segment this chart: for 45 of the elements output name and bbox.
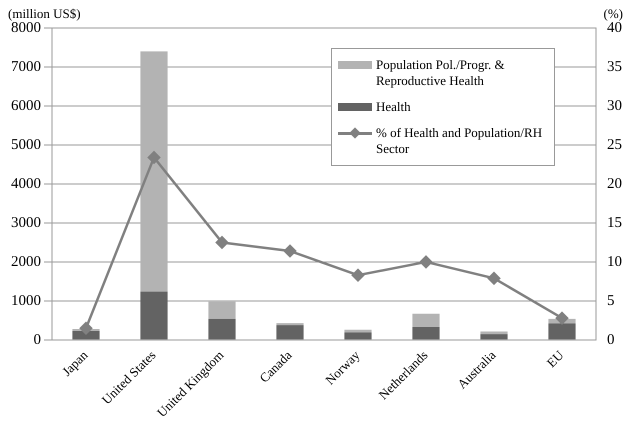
y-tick-label: 3000 — [11, 214, 41, 231]
y-tick-label: 6000 — [11, 98, 41, 114]
point — [284, 244, 296, 258]
y2-tick-label: 15 — [607, 214, 622, 231]
bar — [208, 318, 236, 340]
point — [80, 322, 92, 334]
bar — [548, 324, 576, 340]
bar — [480, 332, 508, 334]
y2-tick-label: 20 — [607, 176, 622, 192]
bar — [140, 51, 168, 292]
x-tick-label: EU — [544, 346, 567, 370]
bar — [208, 302, 236, 319]
y2-tick-label: 5 — [607, 292, 614, 309]
y2-tick-label: 10 — [607, 254, 622, 270]
y2-axis-title: (%) — [604, 6, 623, 21]
bar — [344, 332, 372, 340]
point — [216, 236, 228, 249]
point — [556, 312, 568, 324]
y-tick-label: 7000 — [11, 58, 41, 75]
point — [148, 151, 160, 164]
y-tick-label: 0 — [34, 332, 41, 348]
bar — [276, 325, 304, 340]
y-tick-label: 2000 — [11, 254, 41, 270]
bar — [72, 330, 100, 340]
y2-tick-label: 30 — [607, 98, 622, 114]
bar — [412, 327, 440, 340]
y-tick-label: 1000 — [11, 292, 41, 309]
y-tick-label: 4000 — [11, 176, 41, 192]
legend-label: Population Pol./Progr. & Reproductive Health — [376, 57, 506, 89]
y2-tick-label: 35 — [607, 58, 622, 75]
y2-tick-label: 0 — [607, 332, 614, 348]
bar — [480, 334, 508, 340]
point — [352, 268, 364, 282]
y2-tick-label: 25 — [607, 136, 622, 153]
legend-label: % of Health and Population/RH Sector — [376, 125, 544, 157]
point — [488, 272, 500, 285]
legend-label: Health — [376, 99, 411, 115]
y2-tick-label: 40 — [607, 20, 622, 36]
bar — [412, 314, 440, 328]
point — [420, 256, 432, 268]
bar — [140, 292, 168, 340]
y-tick-label: 8000 — [11, 20, 41, 36]
y-axis-title: (million US$) — [8, 6, 81, 21]
y-tick-label: 5000 — [11, 136, 41, 153]
bar — [344, 330, 372, 333]
